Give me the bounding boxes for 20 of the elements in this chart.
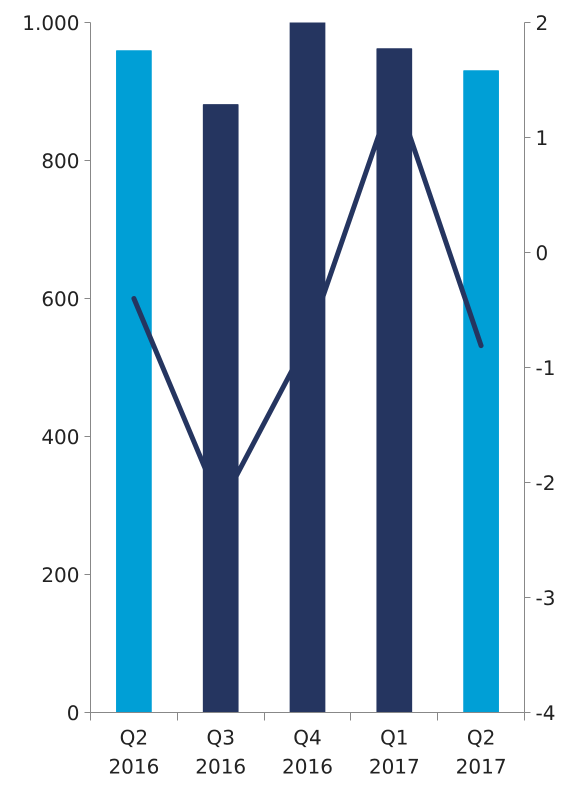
- x-tick-label: Q2 2017: [456, 726, 507, 778]
- y-tick-label: 800: [41, 149, 80, 173]
- x-tick-label: Q1 2017: [368, 726, 420, 778]
- y2-tick-label: 2: [536, 11, 548, 35]
- y2-tick-label: -3: [536, 586, 556, 610]
- y-tick-label: 600: [41, 287, 80, 311]
- x-tick-label: Q3 2016: [195, 726, 246, 778]
- y-tick-label: 1.000: [22, 11, 80, 35]
- y2-tick-label: 1: [536, 126, 548, 150]
- x-tick-label: Q4 2016: [282, 726, 333, 778]
- x-tick-label: Q2 2016: [108, 726, 160, 778]
- y2-tick-label: 0: [536, 241, 548, 265]
- y-tick-label: 400: [41, 425, 80, 449]
- y2-tick-label: -1: [536, 356, 556, 380]
- y2-tick-label: -4: [536, 701, 556, 725]
- y-tick-label: 0: [66, 701, 80, 725]
- y-tick-label: 200: [41, 563, 80, 587]
- y2-tick-label: -2: [536, 471, 556, 495]
- bar: [463, 70, 499, 712]
- bar: [116, 50, 152, 712]
